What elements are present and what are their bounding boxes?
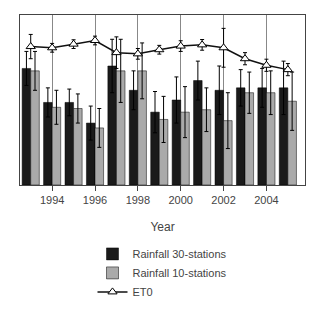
svg-text:2000: 2000 — [168, 194, 192, 206]
svg-text:1994: 1994 — [40, 194, 64, 206]
svg-text:1996: 1996 — [83, 194, 107, 206]
svg-text:ET0: ET0 — [133, 286, 153, 298]
svg-text:2004: 2004 — [254, 194, 278, 206]
svg-text:2002: 2002 — [211, 194, 235, 206]
svg-text:1998: 1998 — [126, 194, 150, 206]
svg-text:Rainfall 30-stations: Rainfall 30-stations — [133, 248, 227, 260]
svg-text:Year: Year — [150, 220, 174, 234]
svg-text:Rainfall 10-stations: Rainfall 10-stations — [133, 267, 227, 279]
